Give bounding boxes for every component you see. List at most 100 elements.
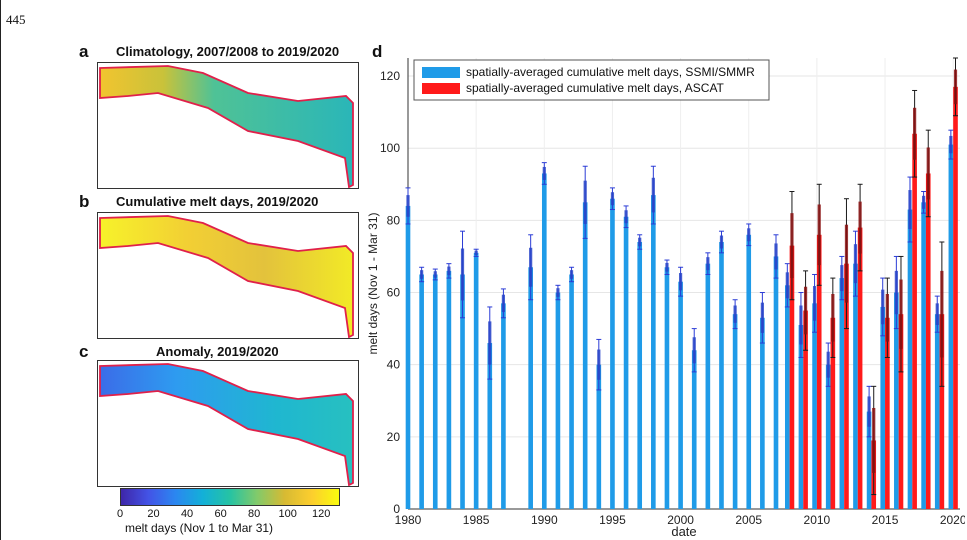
ssmi-bar (798, 324, 804, 509)
error-core (569, 270, 574, 279)
ssmi-bar (637, 242, 643, 509)
error-core (940, 270, 944, 358)
ssmi-bar (501, 303, 506, 509)
ssmi-bar (541, 173, 547, 509)
ssmi-bar (460, 274, 465, 509)
error-core (406, 195, 410, 217)
panel-c-letter: c (79, 342, 89, 361)
error-core (840, 265, 844, 292)
error-core (733, 305, 737, 323)
x-tick-label: 2020 (940, 513, 965, 527)
x-tick-label: 2005 (735, 513, 762, 527)
colorbar-label: melt days (Nov 1 to Mar 31) (125, 521, 274, 535)
ssmi-bar (582, 202, 588, 509)
colorbar-tick-label: 40 (180, 508, 194, 520)
x-tick-label: 2000 (667, 513, 694, 527)
error-core (908, 190, 912, 230)
ssmi-bar (691, 350, 697, 509)
melt-days-chart: 0 20 40 60 80 100 120 1980 1985 1990 1995 2000 2005 2… (366, 57, 965, 539)
error-core (881, 289, 885, 325)
error-core (922, 195, 926, 209)
ssmi-bar (839, 278, 845, 509)
legend-swatch (422, 67, 460, 78)
error-core (556, 288, 560, 297)
colorbar-tick-label: 120 (312, 508, 331, 520)
x-axis-label: date (671, 524, 696, 539)
ssmi-bar (596, 364, 602, 509)
error-core (529, 247, 533, 287)
error-core (926, 147, 930, 200)
ascat-bar (925, 173, 931, 509)
ssmi-bar (934, 314, 940, 509)
ssmi-bar (921, 202, 926, 509)
ssmi-bar (880, 306, 886, 509)
ssmi-bar (825, 364, 831, 509)
error-core (867, 396, 871, 427)
ascat-bar (803, 310, 808, 509)
panel-d-letter: d (372, 42, 383, 61)
error-core (719, 235, 724, 249)
error-core (799, 305, 803, 345)
x-tick-label: 1990 (531, 513, 558, 527)
ssmi-bar (732, 314, 738, 509)
error-core (803, 286, 808, 335)
y-tick-label: 20 (387, 430, 401, 444)
error-core (638, 237, 642, 247)
panel-b-map (97, 212, 359, 339)
error-core (665, 262, 669, 272)
colorbar-tick-label: 20 (147, 508, 160, 520)
ascat-bar (953, 86, 958, 509)
panel-c-title: Anomaly, 2019/2020 (156, 344, 279, 359)
colorbar-tick-label: 60 (214, 508, 227, 520)
error-core (447, 266, 451, 276)
ssmi-bar (907, 209, 913, 509)
x-tick-label: 2010 (804, 513, 831, 527)
ssmi-bar (651, 195, 656, 509)
error-core (597, 349, 601, 380)
colorbar-tick-label: 100 (278, 508, 297, 520)
ssmi-bar (569, 274, 574, 509)
ssmi-bar (487, 343, 493, 509)
ssmi-bar (555, 292, 561, 509)
y-tick-label: 40 (387, 358, 401, 372)
error-core (692, 337, 696, 364)
ascat-bar (816, 234, 822, 510)
ascat-bar (844, 263, 849, 509)
y-axis-label: melt days (Nov 1 - Mar 31) (366, 212, 380, 354)
ssmi-bar (746, 234, 752, 510)
ssmi-bar (623, 216, 629, 509)
error-core (760, 302, 764, 333)
ssmi-bar (719, 242, 724, 509)
panel-c-map (97, 360, 359, 487)
ssmi-bar (866, 411, 872, 509)
ascat-bar (898, 314, 904, 509)
ascat-bar (912, 133, 917, 509)
error-core (474, 250, 478, 255)
ssmi-bar (473, 252, 479, 509)
error-core (433, 271, 437, 278)
panel-a-map (97, 62, 359, 189)
error-core (420, 270, 424, 279)
error-core (583, 180, 587, 224)
ascat-bar (830, 317, 836, 509)
error-core (844, 224, 849, 303)
ssmi-bar (812, 303, 817, 509)
error-core (774, 243, 778, 270)
y-tick-label: 120 (380, 69, 400, 83)
legend-label: spatially-averaged cumulative melt days,… (466, 81, 725, 95)
ssmi-bar (760, 317, 765, 509)
panel-a-title: Climatology, 2007/2008 to 2019/2020 (116, 44, 340, 59)
y-tick-label: 0 (393, 502, 400, 516)
ssmi-bar (610, 198, 615, 509)
error-core (624, 210, 628, 224)
colorbar-gradient (120, 488, 340, 506)
y-tick-label: 60 (387, 286, 401, 300)
page-margin-line (0, 0, 1, 540)
ssmi-bar (419, 274, 424, 509)
error-core (953, 69, 958, 105)
panel-a-letter: a (79, 42, 89, 61)
ascat-bar (939, 314, 945, 509)
ssmi-bar (664, 267, 670, 509)
ssmi-bar (853, 263, 858, 509)
error-core (501, 294, 506, 313)
